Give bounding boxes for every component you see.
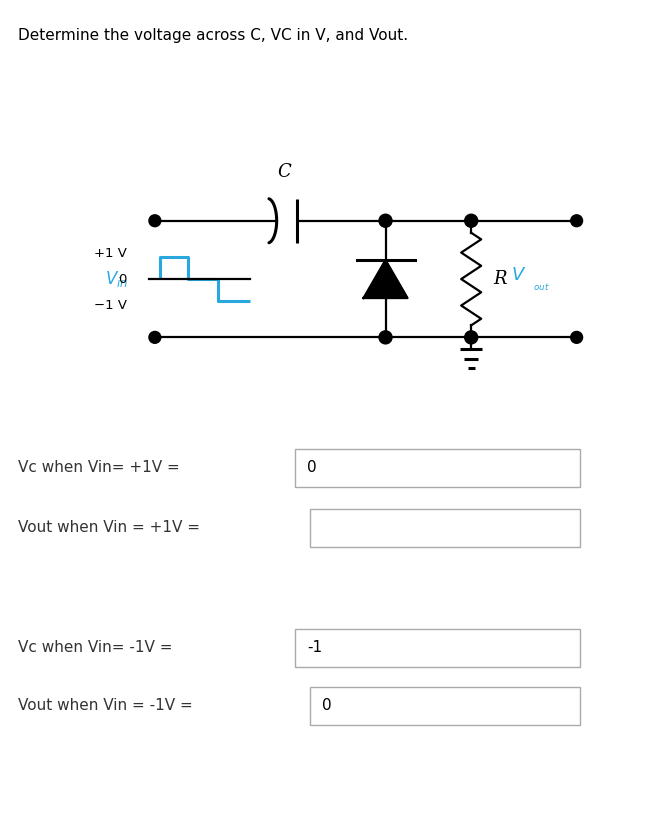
Text: Vout when Vin = +1V =: Vout when Vin = +1V = xyxy=(18,521,200,536)
Circle shape xyxy=(379,331,392,344)
Text: R: R xyxy=(493,270,507,288)
Text: 0: 0 xyxy=(307,461,316,476)
FancyBboxPatch shape xyxy=(295,449,580,487)
Circle shape xyxy=(150,215,160,227)
Text: C: C xyxy=(278,162,291,181)
Circle shape xyxy=(150,332,160,343)
Text: 0: 0 xyxy=(322,699,331,714)
FancyBboxPatch shape xyxy=(295,629,580,667)
Text: $_{out}$: $_{out}$ xyxy=(533,280,550,292)
Text: Vc when Vin= -1V =: Vc when Vin= -1V = xyxy=(18,641,173,656)
Text: -1: -1 xyxy=(307,641,322,656)
Circle shape xyxy=(571,215,582,227)
Text: −1 V: −1 V xyxy=(94,298,127,312)
Text: $V_{in}$: $V_{in}$ xyxy=(105,269,128,289)
Text: Vc when Vin= +1V =: Vc when Vin= +1V = xyxy=(18,461,180,476)
FancyBboxPatch shape xyxy=(310,509,580,547)
Circle shape xyxy=(379,214,392,227)
Text: Determine the voltage across C, VC in V, and Vout.: Determine the voltage across C, VC in V,… xyxy=(18,28,408,43)
Circle shape xyxy=(465,214,478,227)
Text: 0: 0 xyxy=(119,272,127,286)
Text: Vout when Vin = -1V =: Vout when Vin = -1V = xyxy=(18,699,192,714)
FancyBboxPatch shape xyxy=(310,687,580,725)
Polygon shape xyxy=(364,260,407,298)
Text: +1 V: +1 V xyxy=(94,247,127,260)
Text: $V$: $V$ xyxy=(511,266,527,284)
Circle shape xyxy=(571,332,582,343)
Circle shape xyxy=(465,331,478,344)
